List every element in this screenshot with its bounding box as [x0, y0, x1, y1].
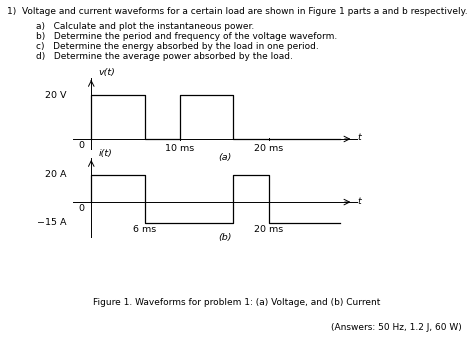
Text: 20 A: 20 A — [45, 170, 66, 179]
Text: i(t): i(t) — [99, 149, 112, 158]
Text: (Answers: 50 Hz, 1.2 J, 60 W): (Answers: 50 Hz, 1.2 J, 60 W) — [331, 323, 462, 332]
Text: t: t — [358, 133, 362, 143]
Text: v(t): v(t) — [99, 68, 115, 77]
Text: 20 V: 20 V — [45, 91, 66, 99]
Text: d)   Determine the average power absorbed by the load.: d) Determine the average power absorbed … — [36, 52, 292, 61]
Text: b)   Determine the period and frequency of the voltage waveform.: b) Determine the period and frequency of… — [36, 32, 337, 41]
Text: −15 A: −15 A — [37, 218, 66, 227]
Text: 0: 0 — [78, 141, 84, 150]
Text: c)   Determine the energy absorbed by the load in one period.: c) Determine the energy absorbed by the … — [36, 42, 319, 51]
Text: a)   Calculate and plot the instantaneous power.: a) Calculate and plot the instantaneous … — [36, 22, 254, 31]
Text: 10 ms: 10 ms — [165, 145, 195, 153]
Text: 20 ms: 20 ms — [255, 145, 283, 153]
Text: t: t — [358, 197, 362, 206]
Text: (a): (a) — [218, 153, 231, 162]
Text: 20 ms: 20 ms — [255, 225, 283, 234]
Text: Figure 1. Waveforms for problem 1: (a) Voltage, and (b) Current: Figure 1. Waveforms for problem 1: (a) V… — [93, 298, 381, 307]
Text: (b): (b) — [218, 234, 231, 243]
Text: 6 ms: 6 ms — [133, 225, 156, 234]
Text: 1)  Voltage and current waveforms for a certain load are shown in Figure 1 parts: 1) Voltage and current waveforms for a c… — [7, 7, 468, 17]
Text: 0: 0 — [78, 204, 84, 213]
